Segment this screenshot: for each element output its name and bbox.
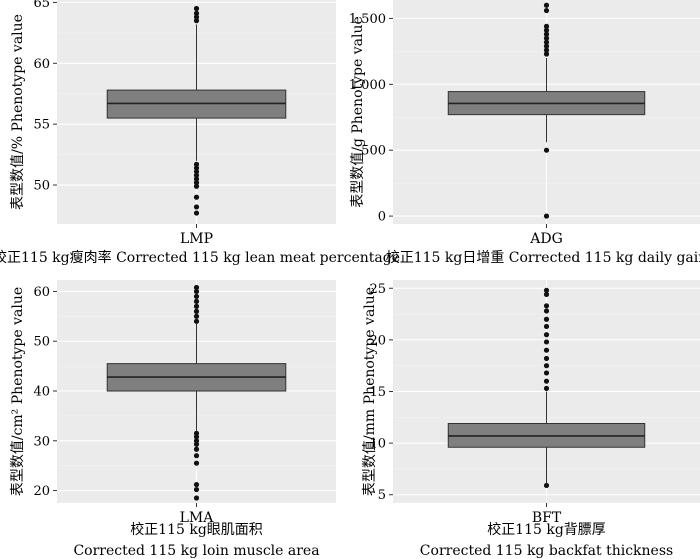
y-tick-label: 50	[33, 335, 50, 350]
y-tick-label: 500	[361, 144, 386, 159]
boxplot-panel-bft: 5 10 15 20 25 BFT 表型数值/mm Phenotype value 校正115…	[362, 280, 700, 559]
figure-caption-line: Corrected 115 kg loin muscle area	[73, 543, 319, 559]
y-tick-label: 65	[33, 0, 50, 11]
outlier-point	[193, 453, 200, 459]
outlier-point	[543, 43, 550, 49]
figure-caption-line: 校正115 kg背膘厚	[487, 521, 606, 538]
y-tick-label: 10	[369, 437, 386, 452]
outlier-point	[543, 23, 550, 29]
outlier-point	[193, 298, 200, 305]
outlier-point	[193, 293, 200, 300]
y-axis-title: 表型数值/mm Phenotype value	[362, 287, 378, 496]
outlier-point	[193, 481, 200, 488]
outlier-point	[543, 378, 550, 384]
outlier-point	[543, 35, 550, 41]
outlier-point	[543, 339, 550, 345]
figure-caption-line: 校正115 kg日增重 Corrected 115 kg daily gain	[386, 249, 700, 266]
outlier-point	[193, 172, 200, 178]
outlier-point	[193, 165, 200, 171]
y-tick-label: 1 500	[349, 12, 386, 27]
outlier-point	[193, 303, 200, 309]
outlier-point	[543, 291, 550, 298]
outlier-point	[193, 288, 200, 295]
x-tick-label: ADG	[529, 231, 563, 247]
outlier-point	[543, 147, 550, 153]
outlier-point	[193, 313, 200, 319]
outlier-point	[193, 180, 200, 186]
outlier-point	[193, 495, 200, 501]
outlier-point	[543, 51, 550, 57]
outlier-point	[193, 169, 200, 175]
boxplot-panel-lma: 20 30 40 50 60 LMA 表型数值/cm² Phenotype value 校正1…	[10, 280, 336, 559]
outlier-point	[193, 308, 200, 314]
boxplot-panel-lmp: 50 55 60 65 LMP 表型数值/% Phenotype value 校正115 k…	[0, 0, 400, 266]
outlier-point	[543, 7, 550, 14]
boxplot-panel-adg: 0 500 1 000 1 500 ADG 表型数值/g Phenotype value 校…	[349, 0, 700, 266]
outlier-point	[193, 176, 200, 182]
outlier-point	[193, 318, 200, 324]
outlier-point	[543, 308, 550, 314]
outlier-point	[543, 323, 550, 330]
y-tick-label: 20	[369, 333, 386, 348]
outlier-point	[543, 27, 550, 33]
outlier-point	[543, 2, 550, 8]
outlier-point	[543, 287, 550, 293]
outlier-point	[193, 460, 200, 466]
y-tick-label: 50	[33, 179, 50, 194]
y-tick-label: 5	[378, 488, 386, 503]
outlier-point	[543, 482, 550, 489]
outlier-point	[193, 14, 200, 20]
y-tick-label: 15	[369, 385, 386, 400]
y-tick-label: 1 000	[349, 78, 386, 93]
outlier-point	[543, 213, 550, 219]
y-tick-label: 60	[33, 285, 50, 300]
outlier-point	[193, 10, 200, 16]
outlier-point	[193, 430, 200, 436]
outlier-point	[543, 316, 550, 322]
outlier-point	[543, 47, 550, 53]
figure-caption-line: Corrected 115 kg backfat thickness	[420, 543, 673, 559]
outlier-point	[543, 31, 550, 37]
x-tick-label: LMP	[180, 231, 213, 247]
y-tick-label: 55	[33, 118, 50, 133]
figure-caption-line: 校正115 kg瘦肉率 Corrected 115 kg lean meat p…	[0, 249, 400, 266]
outlier-point	[193, 438, 200, 444]
outlier-point	[193, 486, 200, 493]
outlier-point	[193, 446, 200, 452]
y-axis-title: 表型数值/g Phenotype value	[350, 16, 366, 208]
outlier-point	[193, 210, 200, 216]
y-axis-title: 表型数值/% Phenotype value	[10, 14, 26, 210]
x-tick-label: BFT	[532, 510, 562, 526]
y-tick-label: 0	[378, 210, 386, 225]
outlier-point	[543, 355, 550, 362]
outlier-point	[543, 363, 550, 369]
outlier-point	[543, 39, 550, 45]
outlier-point	[543, 385, 550, 392]
figure-caption-line: 校正115 kg眼肌面积	[130, 521, 263, 538]
y-tick-label: 40	[33, 385, 50, 400]
outlier-point	[193, 194, 200, 200]
outlier-point	[193, 161, 200, 167]
outlier-point	[193, 284, 200, 291]
y-tick-label: 20	[33, 484, 50, 499]
x-tick-label: LMA	[180, 510, 215, 526]
y-tick-label: 25	[369, 282, 386, 297]
outlier-point	[543, 370, 550, 376]
outlier-point	[543, 332, 550, 338]
outlier-point	[543, 303, 550, 309]
y-tick-label: 60	[33, 57, 50, 72]
y-axis-title: 表型数值/cm² Phenotype value	[10, 287, 26, 496]
outlier-point	[193, 204, 200, 210]
outlier-point	[193, 18, 200, 24]
outlier-point	[193, 183, 200, 189]
outlier-point	[193, 5, 200, 12]
y-tick-label: 30	[33, 434, 50, 449]
outlier-point	[543, 347, 550, 353]
